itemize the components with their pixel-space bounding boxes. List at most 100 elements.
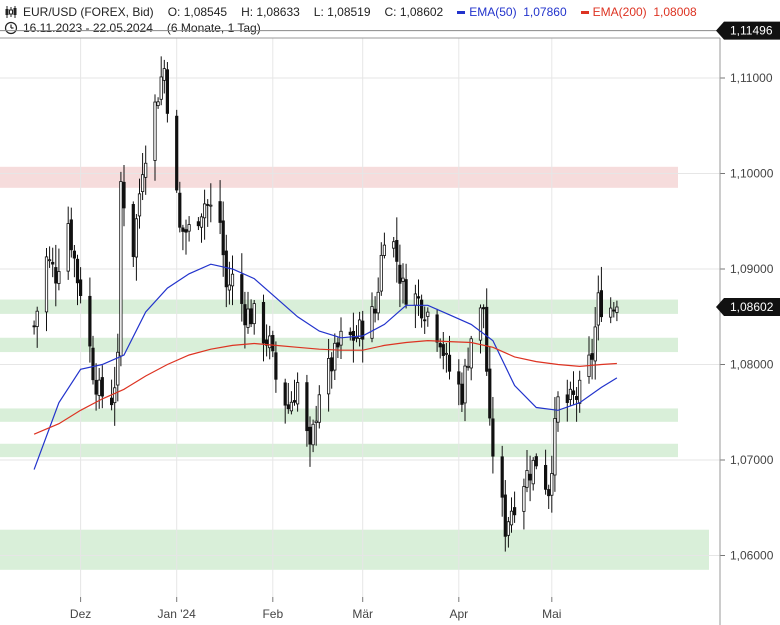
- candle-body: [178, 192, 182, 228]
- candle-body: [249, 308, 253, 325]
- candle-body: [153, 101, 157, 161]
- candle-body: [252, 303, 256, 325]
- candle-body: [509, 510, 514, 526]
- candle-body: [513, 507, 517, 516]
- candle-body: [370, 306, 374, 339]
- candle-body: [206, 204, 210, 206]
- candle-body: [196, 221, 200, 227]
- candle-body: [553, 418, 557, 476]
- candle-body: [609, 307, 613, 318]
- candle-body: [457, 371, 461, 385]
- y-tick-label: 1,08000: [730, 358, 774, 372]
- candle-body: [398, 264, 402, 284]
- open-value: O: 1,08545: [167, 5, 228, 19]
- candle-body: [209, 204, 213, 207]
- candle-body: [286, 404, 290, 410]
- candle-body: [218, 201, 222, 223]
- candle-body: [435, 314, 439, 343]
- axes-layer: 1,06000 1,07000 1,08000 1,09000 1,10000 1,110…: [0, 21, 780, 625]
- zone-band-green: [0, 408, 678, 422]
- candle-body: [401, 277, 405, 282]
- x-tick-label: Mär: [352, 607, 373, 621]
- candle-body: [444, 352, 449, 355]
- candlestick-icon[interactable]: [4, 5, 18, 19]
- y-tick-label: 1,11000: [730, 71, 773, 85]
- x-tick-label: Jan '24: [158, 607, 197, 621]
- candle-body: [550, 473, 554, 496]
- candle-body: [48, 259, 52, 262]
- candle-body: [202, 203, 207, 219]
- candle-body: [469, 338, 473, 369]
- candle-body: [596, 292, 600, 326]
- x-tick-label: Dez: [70, 607, 91, 621]
- clock-icon: [4, 21, 18, 35]
- ema200-legend[interactable]: EMA(200) 1,08008: [580, 5, 697, 19]
- candle-body: [240, 274, 244, 304]
- candle-body: [441, 344, 445, 356]
- candle-body: [243, 304, 247, 326]
- candle-body: [590, 353, 594, 360]
- candle-body: [289, 401, 294, 412]
- candle-body: [113, 387, 117, 404]
- candle-body: [485, 306, 489, 372]
- candle-body: [326, 358, 331, 395]
- candle-body: [392, 241, 396, 249]
- high-marker-box: [716, 21, 780, 40]
- candle-body: [395, 239, 399, 262]
- candle-body: [500, 456, 504, 498]
- chart-header: EUR/USD (FOREX, Bid) O: 1,08545 H: 1,086…: [4, 4, 780, 38]
- ema200-swatch: [580, 11, 589, 15]
- candle-body: [184, 229, 188, 233]
- candle-body: [165, 69, 169, 114]
- y-tick-label: 1,09000: [730, 262, 774, 276]
- ema50-label: EMA(50): [469, 5, 517, 19]
- candle-body: [478, 307, 483, 341]
- candle-body: [373, 308, 377, 314]
- x-tick-label: Mai: [542, 607, 561, 621]
- candle-body: [32, 325, 36, 328]
- candle-body: [131, 204, 135, 257]
- ema50-legend[interactable]: EMA(50) 1,07860: [457, 5, 567, 19]
- candle-body: [94, 379, 98, 395]
- candle-body: [79, 279, 83, 296]
- candle-body: [75, 258, 80, 284]
- x-tick-label: Apr: [449, 607, 468, 621]
- candle-body: [227, 284, 231, 291]
- candle-body: [283, 382, 287, 406]
- candle-body: [354, 336, 359, 339]
- candle-body: [503, 494, 507, 537]
- candle-body: [311, 423, 315, 446]
- symbol-label: EUR/USD (FOREX, Bid): [23, 5, 154, 19]
- candle-body: [66, 223, 70, 272]
- candle-body: [221, 220, 225, 256]
- candle-body: [159, 76, 163, 100]
- candle-body: [268, 335, 272, 349]
- candle-body: [144, 162, 148, 178]
- candle-body: [615, 306, 619, 313]
- candle-body: [404, 279, 408, 305]
- candle-body: [426, 311, 430, 317]
- candle-body: [271, 335, 275, 352]
- candle-body: [100, 377, 104, 397]
- candle-body: [419, 299, 424, 319]
- zone-band-green: [0, 443, 678, 458]
- candle-body: [44, 256, 49, 313]
- candle-body: [463, 365, 467, 404]
- candle-body: [119, 181, 123, 357]
- candle-body: [91, 347, 95, 381]
- candles-layer: [32, 56, 619, 552]
- zones-layer: [0, 166, 709, 570]
- candle-body: [438, 343, 442, 348]
- x-tick-label: Feb: [262, 607, 283, 621]
- candle-body: [423, 319, 427, 322]
- period-row: 16.11.2023 - 22.05.2024 (6 Monate, 1 Tag…: [4, 20, 261, 36]
- candle-body: [230, 273, 235, 287]
- candle-body: [593, 326, 597, 362]
- candle-body: [544, 464, 548, 490]
- y-tick-label: 1,06000: [730, 549, 774, 563]
- candle-body: [134, 218, 138, 258]
- candle-body: [531, 459, 535, 485]
- quote-row: EUR/USD (FOREX, Bid) O: 1,08545 H: 1,086…: [4, 4, 697, 20]
- candle-body: [156, 101, 160, 106]
